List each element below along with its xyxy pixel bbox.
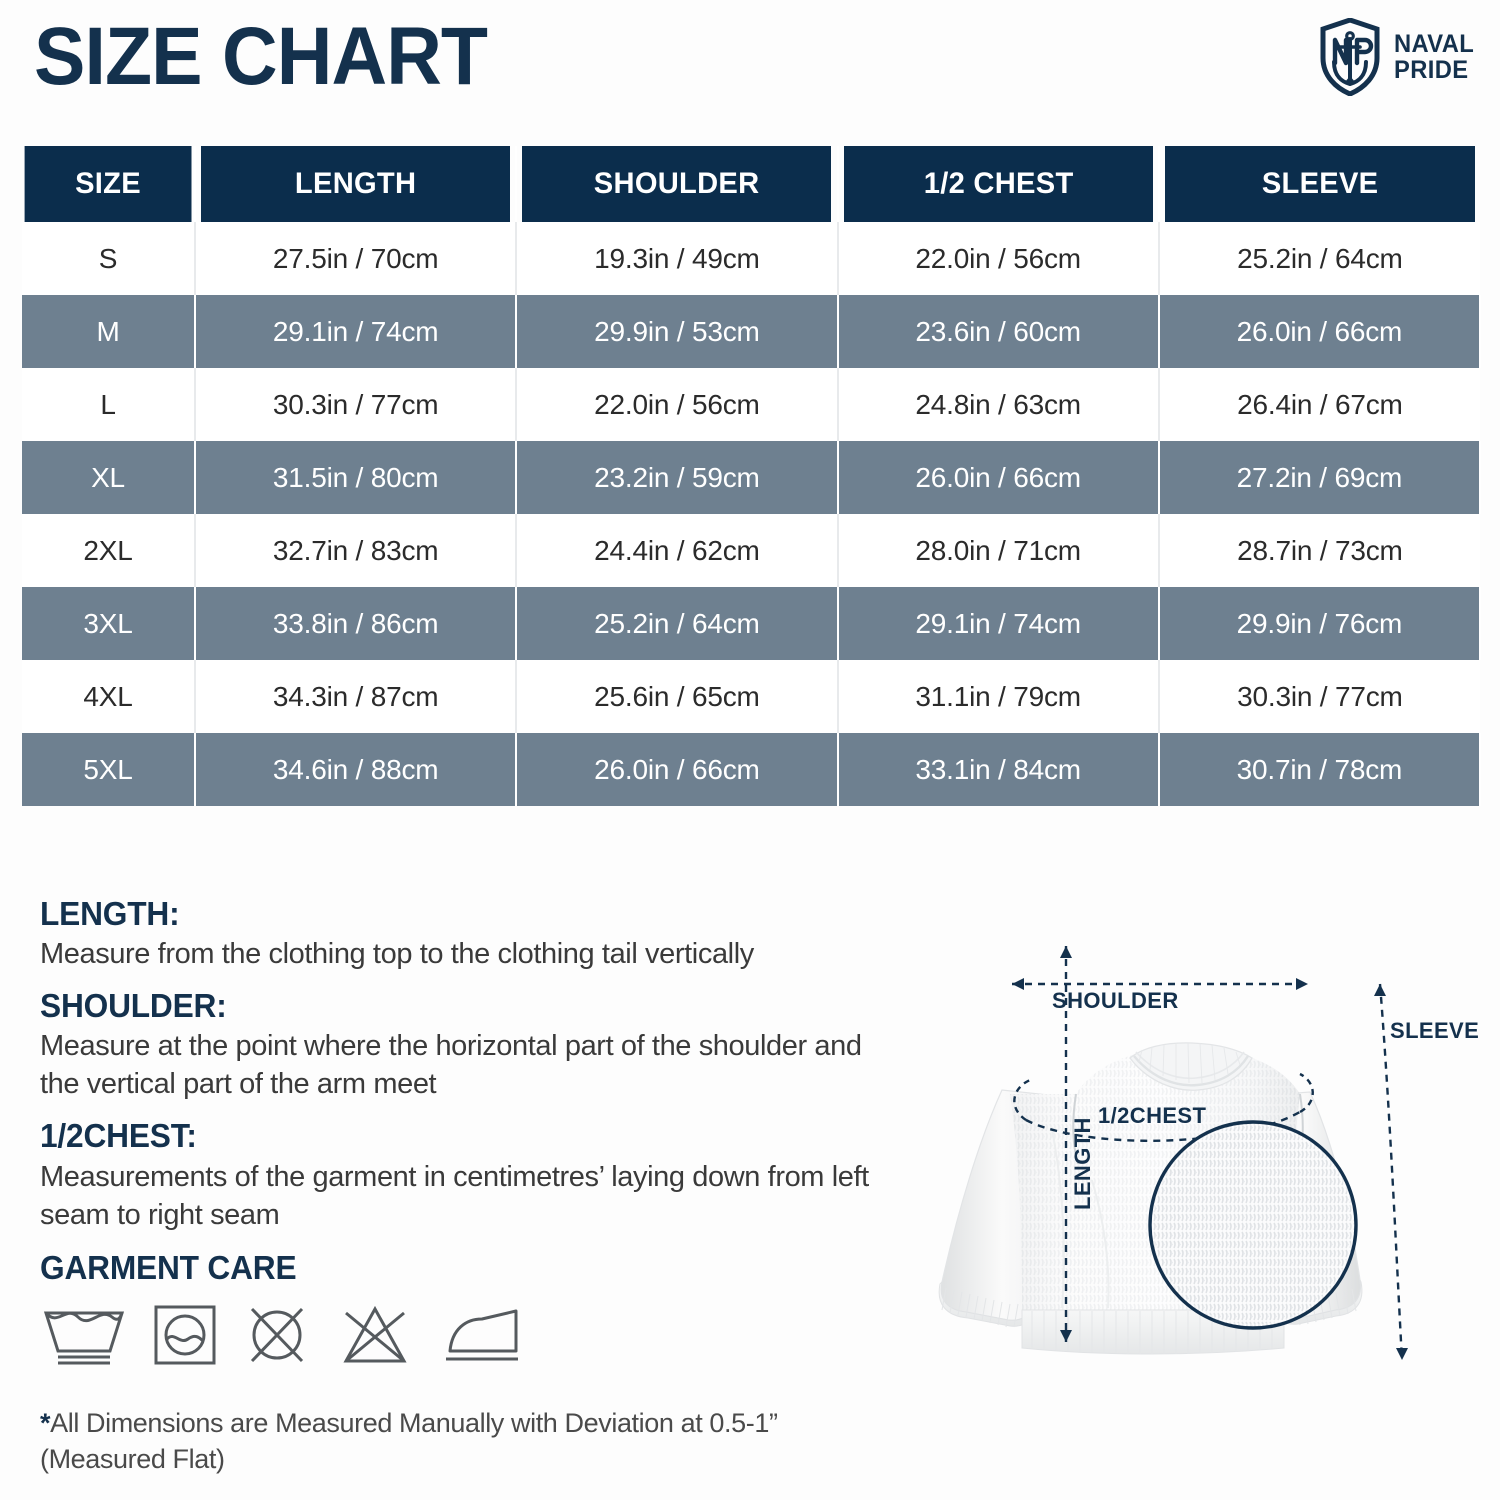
footnote-line-1: All Dimensions are Measured Manually wit…: [50, 1408, 674, 1438]
instruction-length: LENGTH: Measure from the clothing top to…: [40, 893, 890, 974]
page-header: SIZE CHART NAVAL PRIDE: [0, 0, 1500, 140]
brand-logo: NAVAL PRIDE: [1319, 18, 1478, 96]
cell-sleeve: 29.9in / 76cm: [1158, 587, 1482, 660]
sweatshirt-illustration: [938, 946, 1408, 1361]
tumble-dry-icon: [154, 1305, 216, 1365]
table-row: M 29.1in / 74cm 29.9in / 53cm 23.6in / 6…: [22, 295, 1482, 368]
cell-shoulder: 25.2in / 64cm: [516, 587, 839, 660]
iron-icon: [446, 1309, 518, 1361]
shield-anchor-np-icon: [1320, 18, 1380, 96]
cell-sleeve: 30.7in / 78cm: [1158, 733, 1482, 806]
instruction-desc: Measure at the point where the horizonta…: [40, 1030, 862, 1101]
cell-sleeve: 26.4in / 67cm: [1158, 368, 1480, 441]
brand-line-2: PRIDE: [1393, 56, 1469, 84]
column-header-sleeve: SLEEVE: [1163, 146, 1476, 222]
cell-size: 5XL: [22, 733, 196, 806]
table-body: S 27.5in / 70cm 19.3in / 49cm 22.0in / 5…: [22, 222, 1482, 806]
table-header-row: SIZE LENGTH SHOULDER 1/2 CHEST SLEEVE: [22, 146, 1480, 222]
footnote-asterisk: *: [40, 1408, 51, 1438]
cell-half-chest: 33.1in / 84cm: [837, 733, 1160, 806]
cell-sleeve: 25.2in / 64cm: [1158, 222, 1480, 295]
cell-shoulder: 25.6in / 65cm: [516, 660, 839, 733]
cell-sleeve: 26.0in / 66cm: [1158, 295, 1482, 368]
cell-length: 29.1in / 74cm: [195, 295, 518, 368]
table-row: 4XL 34.3in / 87cm 25.6in / 65cm 31.1in /…: [22, 660, 1480, 733]
column-header-half-chest: 1/2 CHEST: [842, 146, 1155, 222]
table-row: 5XL 34.6in / 88cm 26.0in / 66cm 33.1in /…: [22, 733, 1482, 806]
measurement-instructions: LENGTH: Measure from the clothing top to…: [40, 893, 890, 1367]
diagram-label-shoulder: SHOULDER: [1052, 988, 1179, 1013]
table-row: S 27.5in / 70cm 19.3in / 49cm 22.0in / 5…: [22, 222, 1480, 295]
table-row: 3XL 33.8in / 86cm 25.2in / 64cm 29.1in /…: [22, 587, 1482, 660]
cell-length: 34.3in / 87cm: [195, 660, 518, 733]
instruction-desc: Measurements of the garment in centimetr…: [40, 1160, 869, 1231]
cell-half-chest: 28.0in / 71cm: [837, 514, 1160, 587]
cell-sleeve: 28.7in / 73cm: [1158, 514, 1480, 587]
do-not-dry-clean-icon: [250, 1307, 304, 1362]
cell-length: 30.3in / 77cm: [195, 368, 518, 441]
cell-shoulder: 24.4in / 62cm: [516, 514, 839, 587]
cell-size: M: [22, 295, 196, 368]
garment-care-title: GARMENT CARE: [40, 1248, 297, 1286]
garment-diagram: SHOULDER 1/2CHEST LENGTH SLEEVE: [880, 880, 1500, 1500]
instruction-shoulder: SHOULDER: Measure at the point where the…: [40, 985, 890, 1104]
size-chart-table: SIZE LENGTH SHOULDER 1/2 CHEST SLEEVE S …: [22, 146, 1482, 806]
cell-length: 31.5in / 80cm: [195, 441, 518, 514]
cell-half-chest: 26.0in / 66cm: [837, 441, 1160, 514]
cell-shoulder: 23.2in / 59cm: [516, 441, 839, 514]
cell-half-chest: 22.0in / 56cm: [837, 222, 1160, 295]
cell-shoulder: 29.9in / 53cm: [516, 295, 839, 368]
cell-size: S: [22, 222, 196, 295]
cell-length: 32.7in / 83cm: [195, 514, 518, 587]
instruction-term: LENGTH:: [40, 895, 180, 932]
cell-length: 34.6in / 88cm: [195, 733, 518, 806]
instruction-term: SHOULDER:: [40, 987, 227, 1025]
cell-shoulder: 22.0in / 56cm: [516, 368, 839, 441]
cell-length: 27.5in / 70cm: [195, 222, 518, 295]
table-row: 2XL 32.7in / 83cm 24.4in / 62cm 28.0in /…: [22, 514, 1480, 587]
diagram-label-half-chest: 1/2CHEST: [1098, 1103, 1207, 1128]
cell-half-chest: 31.1in / 79cm: [837, 660, 1160, 733]
instruction-term: 1/2CHEST:: [40, 1117, 197, 1155]
cell-size: XL: [22, 441, 196, 514]
cell-sleeve: 27.2in / 69cm: [1158, 441, 1482, 514]
cell-size: 3XL: [22, 587, 196, 660]
cell-half-chest: 29.1in / 74cm: [837, 587, 1160, 660]
table-row: XL 31.5in / 80cm 23.2in / 59cm 26.0in / …: [22, 441, 1482, 514]
brand-wordmark: NAVAL PRIDE: [1394, 31, 1478, 83]
cell-half-chest: 23.6in / 60cm: [837, 295, 1160, 368]
cell-shoulder: 26.0in / 66cm: [516, 733, 839, 806]
cell-half-chest: 24.8in / 63cm: [837, 368, 1160, 441]
diagram-label-length: LENGTH: [1070, 1117, 1095, 1210]
cell-size: 4XL: [22, 660, 196, 733]
cell-size: L: [22, 368, 196, 441]
garment-care-icons: [40, 1301, 890, 1367]
column-header-length: LENGTH: [199, 146, 513, 222]
cell-shoulder: 19.3in / 49cm: [516, 222, 839, 295]
do-not-bleach-icon: [343, 1305, 407, 1363]
column-header-shoulder: SHOULDER: [521, 146, 834, 222]
footnote-line-2: at 0.5-1” (Measured Flat): [40, 1408, 778, 1474]
cell-length: 33.8in / 86cm: [195, 587, 518, 660]
instruction-desc: Measure from the clothing top to the clo…: [40, 938, 754, 971]
brand-line-1: NAVAL: [1393, 30, 1474, 58]
wash-tub-icon: [43, 1311, 125, 1365]
column-header-size: SIZE: [24, 146, 194, 222]
instruction-half-chest: 1/2CHEST: Measurements of the garment in…: [40, 1115, 890, 1234]
cell-size: 2XL: [22, 514, 196, 587]
diagram-label-sleeve: SLEEVE: [1390, 1018, 1480, 1043]
cell-sleeve: 30.3in / 77cm: [1158, 660, 1480, 733]
footnote: *All Dimensions are Measured Manually wi…: [40, 1406, 840, 1478]
table-row: L 30.3in / 77cm 22.0in / 56cm 24.8in / 6…: [22, 368, 1480, 441]
page-title: SIZE CHART: [34, 11, 488, 102]
